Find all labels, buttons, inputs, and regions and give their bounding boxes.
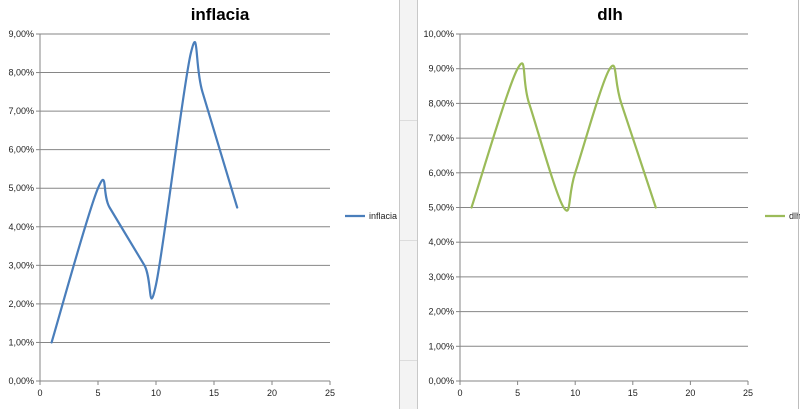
chart-title: inflacia [191, 5, 250, 24]
y-tick-label: 1,00% [428, 341, 454, 351]
x-tick-label: 5 [95, 388, 100, 398]
y-tick-label: 4,00% [8, 222, 34, 232]
series-line [470, 62, 657, 212]
x-tick-label: 0 [457, 388, 462, 398]
x-tick-label: 0 [37, 388, 42, 398]
y-tick-label: 5,00% [8, 183, 34, 193]
y-tick-label: 6,00% [8, 145, 34, 155]
series-line [50, 41, 239, 344]
y-tick-label: 10,00% [423, 29, 454, 39]
legend-label: dlh [789, 211, 800, 221]
x-tick-label: 10 [151, 388, 161, 398]
dlh-chart-svg: dlh 0,00% 1,00% 2,00% 3,00% 4,00% 5,00% 6,00% 7… [423, 5, 800, 398]
y-tick-label: 3,00% [428, 272, 454, 282]
y-tick-label: 7,00% [428, 133, 454, 143]
x-tick-label: 20 [685, 388, 695, 398]
y-tick-label: 4,00% [428, 237, 454, 247]
y-tick-label: 0,00% [428, 376, 454, 386]
x-tick-label: 25 [325, 388, 335, 398]
x-tick-label: 15 [628, 388, 638, 398]
y-tick-label: 2,00% [8, 299, 34, 309]
chart-inflacia[interactable]: inflacia 0,00% 1,00% 2,00% 3,00% 4,00% 5,00% 6… [0, 0, 399, 409]
divider-gridline [400, 360, 417, 361]
y-tick-label: 9,00% [428, 64, 454, 74]
divider-gridline [400, 240, 417, 241]
y-tick-label: 8,00% [8, 68, 34, 78]
y-tick-label: 3,00% [8, 260, 34, 270]
column-divider [399, 0, 418, 409]
y-tick-label: 5,00% [428, 203, 454, 213]
chart-title: dlh [597, 5, 623, 24]
y-tick-label: 6,00% [428, 168, 454, 178]
y-tick-label: 2,00% [428, 307, 454, 317]
y-tick-label: 7,00% [8, 106, 34, 116]
x-tick-label: 5 [515, 388, 520, 398]
y-tick-label: 1,00% [8, 337, 34, 347]
y-tick-label: 0,00% [8, 376, 34, 386]
y-tick-label: 8,00% [428, 98, 454, 108]
x-tick-label: 10 [570, 388, 580, 398]
x-tick-label: 20 [267, 388, 277, 398]
right-edge-border [798, 0, 799, 409]
divider-gridline [400, 120, 417, 121]
legend-label: inflacia [369, 211, 397, 221]
inflacia-chart-svg: inflacia 0,00% 1,00% 2,00% 3,00% 4,00% 5,00% 6… [8, 5, 397, 398]
y-tick-label: 9,00% [8, 29, 34, 39]
x-tick-label: 25 [743, 388, 753, 398]
x-tick-label: 15 [209, 388, 219, 398]
chart-dlh[interactable]: dlh 0,00% 1,00% 2,00% 3,00% 4,00% 5,00% 6,00% 7… [418, 0, 800, 409]
